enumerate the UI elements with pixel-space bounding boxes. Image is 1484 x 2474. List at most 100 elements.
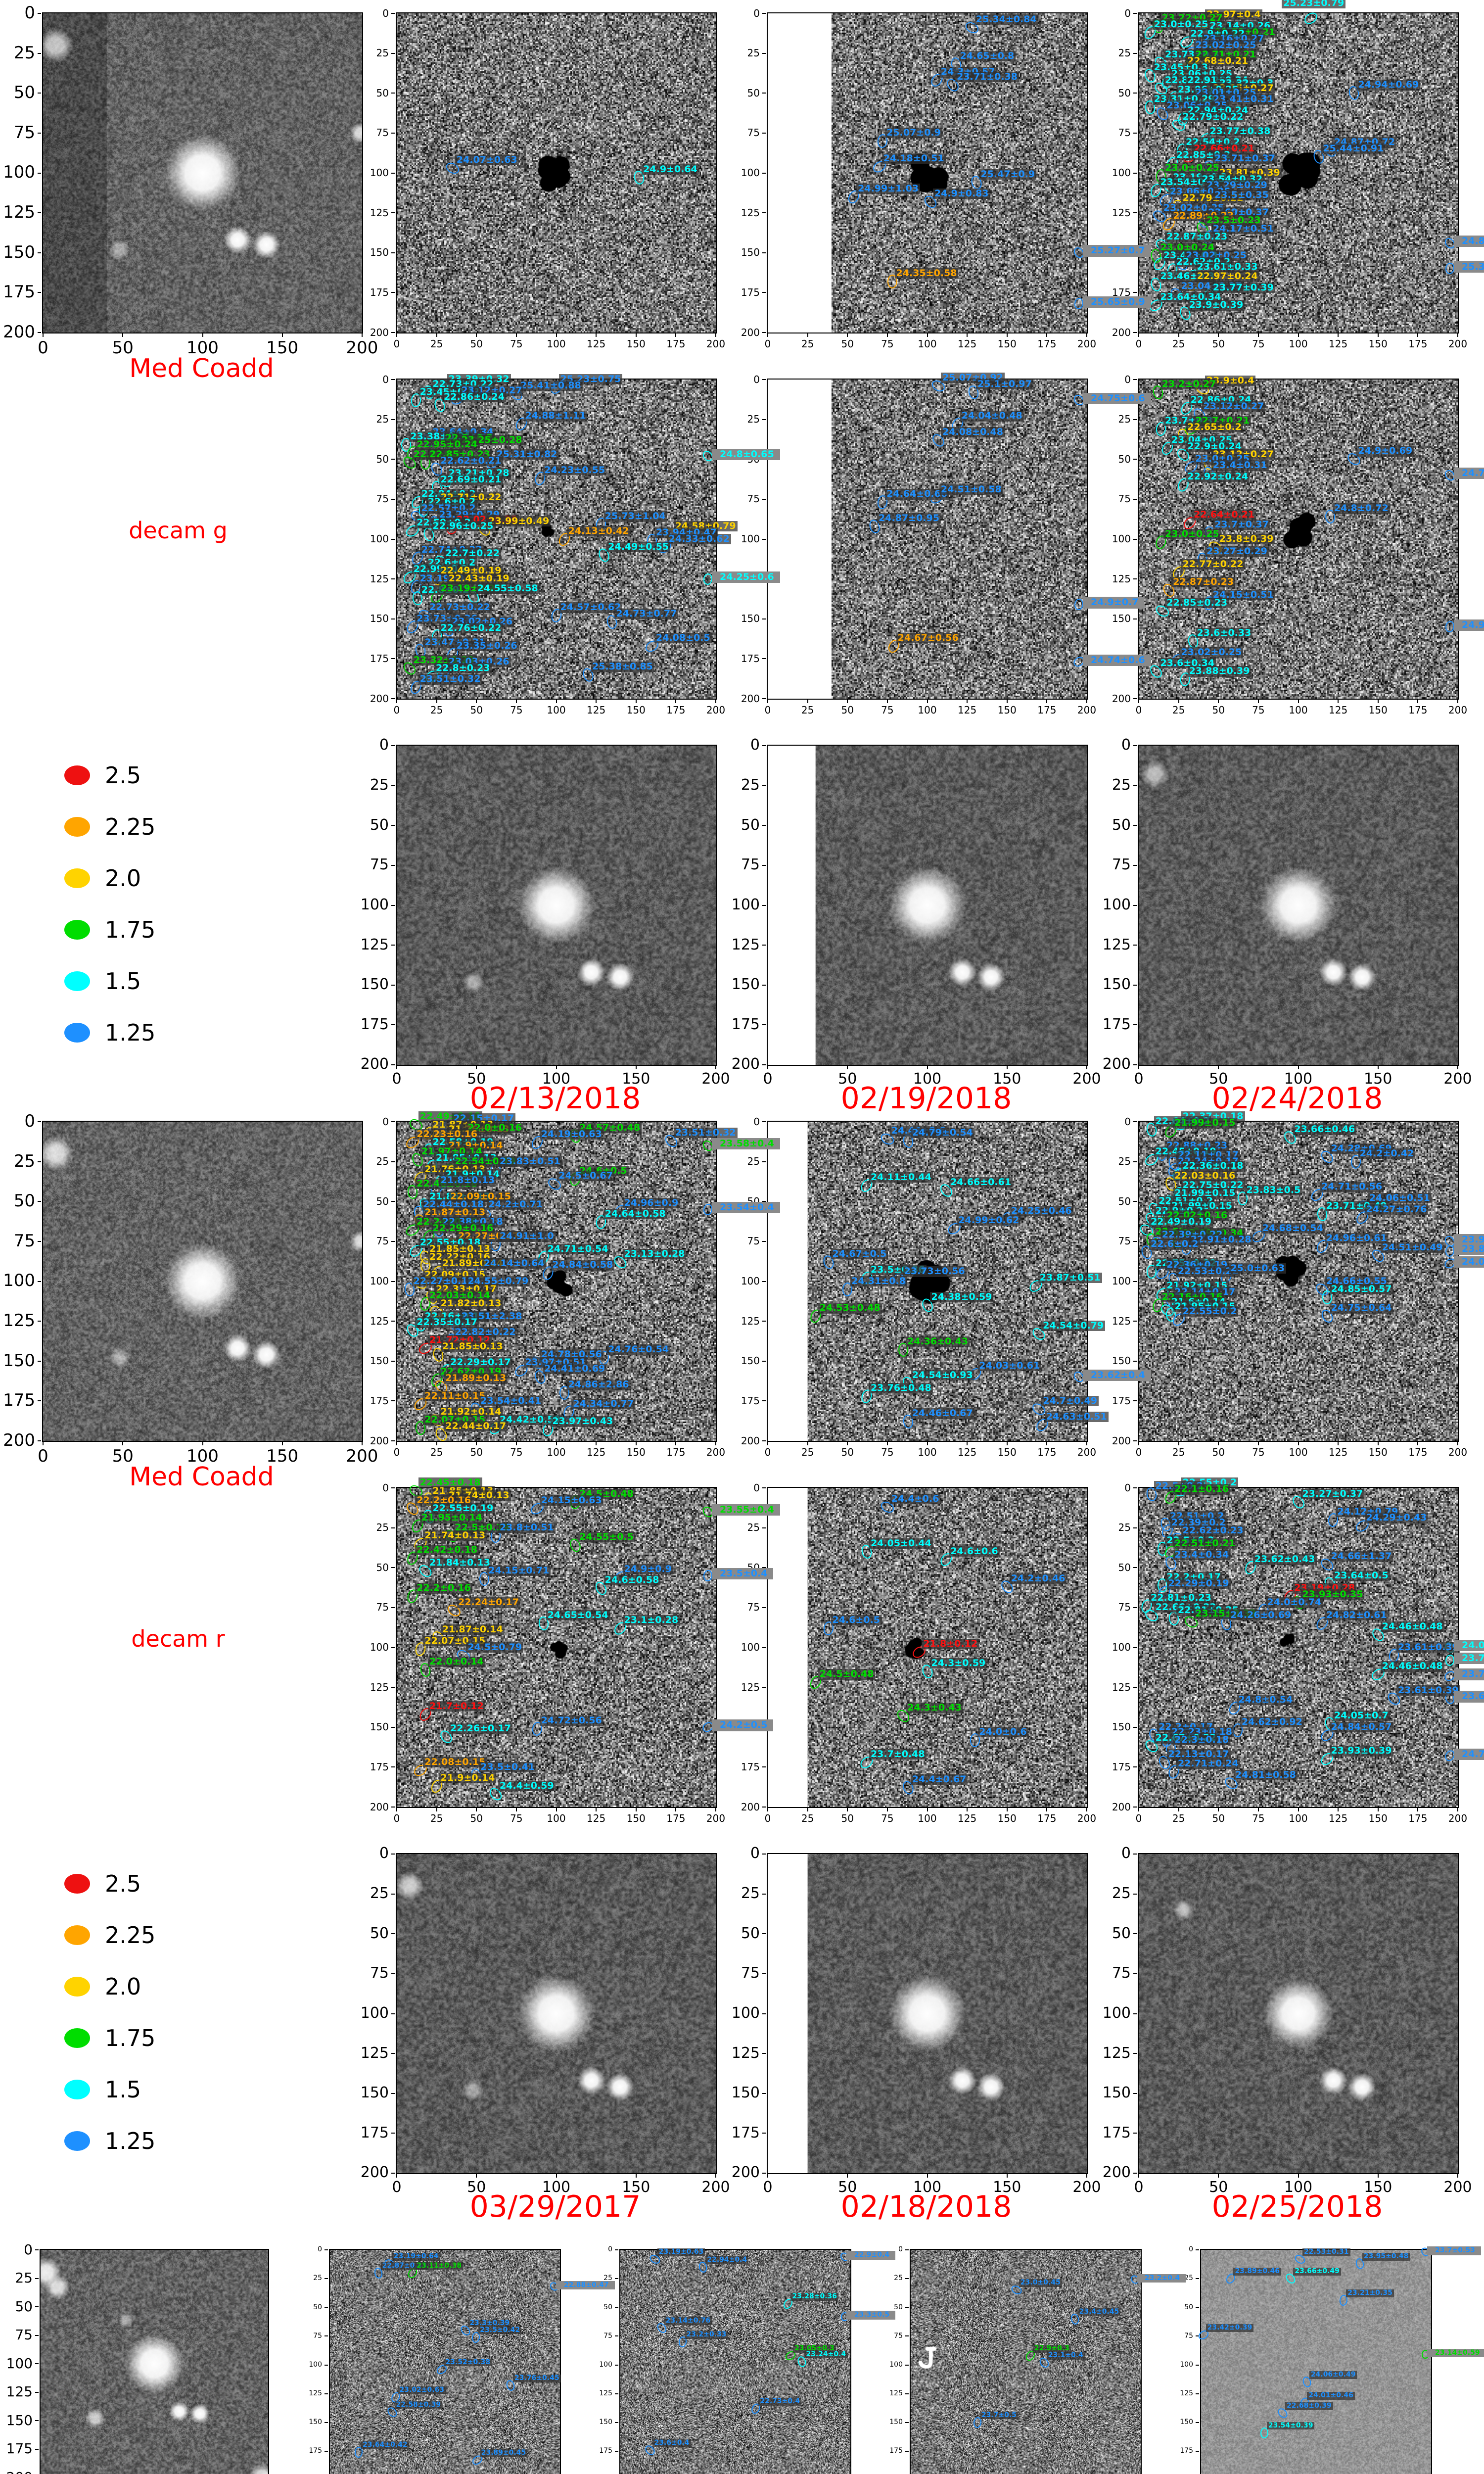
- magnitude-annotation: 23.66±0.46: [1293, 1124, 1357, 1135]
- y-tick-mark: [391, 1933, 395, 1935]
- y-tick-mark: [1133, 578, 1137, 580]
- x-tick-label: 200: [1443, 1070, 1472, 1088]
- y-tick-mark: [1133, 1726, 1137, 1728]
- y-tick-mark: [762, 1240, 766, 1242]
- x-tick-label: 0: [392, 1070, 402, 1088]
- magnitude-annotation: 22.27±0.16: [412, 1276, 476, 1286]
- y-tick-mark: [1196, 2307, 1199, 2308]
- magnitude-annotation: 22.29±0.17: [448, 1357, 512, 1368]
- edge-annotation: 24.95±0.8: [1454, 619, 1484, 631]
- y-tick-mark: [391, 1807, 395, 1808]
- y-tick-mark: [762, 2133, 766, 2134]
- magnitude-annotation: 21.9±0.14: [439, 1772, 497, 1784]
- panel-z-r1-c4: 0255075100125150175200025507510012515017…: [889, 2245, 1186, 2474]
- magnitude-annotation: 24.34±0.77: [571, 1398, 636, 1410]
- legend-item: 1.75: [64, 904, 155, 955]
- y-tick-mark: [1133, 1440, 1137, 1441]
- panel-r-r1-c2: 0 25 50 75 100 125 150 175 200 0 25 50 75 100 125 150 17…: [370, 1111, 780, 1458]
- x-tick-mark: [886, 1442, 888, 1445]
- y-tick-label: 25: [13, 1151, 35, 1171]
- magnitude-annotation: 24.91±1.0: [498, 1231, 556, 1242]
- magnitude-annotation: 24.82±0.61: [1324, 1610, 1389, 1621]
- magnitude-annotation: 22.81±0.23: [1149, 1592, 1213, 1603]
- magnitude-annotation: 25.73±1.04: [603, 511, 667, 522]
- y-tick-mark: [1133, 1766, 1137, 1768]
- x-tick-mark: [1257, 700, 1259, 703]
- y-tick-mark: [615, 2364, 618, 2366]
- x-tick-mark: [1086, 1066, 1087, 1069]
- x-tick-mark: [396, 1066, 397, 1069]
- x-tick-label: 100: [547, 1812, 566, 1824]
- legend-item: 2.25: [64, 1909, 155, 1961]
- y-tick-mark: [38, 93, 41, 94]
- y-tick-label: 200: [731, 2164, 760, 2182]
- y-tick-label: 25: [747, 413, 760, 426]
- y-tick-mark: [762, 658, 766, 660]
- y-tick-mark: [1133, 132, 1137, 134]
- magnitude-annotation: 23.27±0.29: [1205, 546, 1269, 557]
- x-tick-mark: [1298, 333, 1299, 337]
- magnitude-annotation: 21.89±0.13: [444, 1373, 508, 1384]
- y-tick-label: 125: [370, 572, 389, 585]
- y-tick-label: 150: [1102, 2084, 1131, 2102]
- x-tick-label: 50: [470, 1812, 483, 1824]
- y-tick-mark: [1133, 538, 1137, 540]
- magnitude-annotation: 23.66±0.49: [1293, 2267, 1341, 2276]
- x-tick-label: 0: [764, 1446, 771, 1458]
- y-tick-label: 200: [3, 1430, 35, 1450]
- edge-annotation: 23.14±0.59: [1427, 2348, 1484, 2358]
- x-tick-label: 50: [841, 338, 854, 350]
- y-tick-mark: [905, 2335, 909, 2337]
- magnitude-annotation: 22.8±0.23: [434, 663, 492, 674]
- magnitude-annotation: 24.14±0.64: [482, 1258, 546, 1269]
- y-tick-mark: [905, 2422, 909, 2423]
- legend-item: 1.75: [64, 2012, 155, 2064]
- y-tick-label: 125: [1112, 206, 1131, 219]
- magnitude-annotation: 23.73±0.56: [902, 1266, 967, 1277]
- magnitude-annotation: 22.5±0.19: [453, 1522, 511, 1533]
- y-tick-label: 25: [747, 1155, 760, 1168]
- magnitude-annotation: 24.41±0.69: [543, 1363, 607, 1375]
- y-tick-mark: [905, 2249, 909, 2250]
- magnitude-annotation: 23.3±0.39: [468, 2319, 511, 2328]
- x-tick-mark: [635, 1808, 637, 1811]
- date-label-g-2: 02/19/2018: [840, 1081, 1012, 1116]
- magnitude-annotation: 23.12±0.27: [1202, 401, 1266, 412]
- y-tick-label: 100: [731, 2004, 760, 2022]
- legend-dot: [64, 2131, 90, 2151]
- x-tick-label: 75: [881, 1812, 894, 1824]
- x-tick-label: 200: [706, 1446, 726, 1458]
- x-tick-label: 0: [1135, 1446, 1142, 1458]
- x-tick-mark: [1417, 1442, 1419, 1445]
- magnitude-annotation: 23.7±0.37: [1213, 519, 1270, 530]
- y-tick-mark: [1133, 864, 1137, 866]
- x-tick-mark: [1086, 700, 1087, 703]
- x-tick-mark: [886, 333, 888, 337]
- top-edge-annotation: 25.23±0.79: [1282, 0, 1346, 9]
- x-tick-label: 175: [666, 338, 686, 350]
- y-tick-mark: [391, 2053, 395, 2054]
- x-tick-mark: [807, 333, 808, 337]
- y-tick-label: 150: [360, 976, 389, 994]
- g-r1-c3-image: [767, 12, 1088, 333]
- y-tick-mark: [391, 212, 395, 214]
- edge-annotation: 25.27±0.7: [1083, 245, 1151, 257]
- y-tick-label: 100: [1112, 533, 1131, 545]
- magnitude-annotation: 23.64±0.42: [361, 2441, 409, 2449]
- x-tick-label: 75: [881, 704, 894, 716]
- y-tick-label: 50: [15, 2298, 33, 2315]
- y-tick-label: 0: [1124, 1481, 1131, 1494]
- y-tick-mark: [391, 945, 395, 946]
- magnitude-annotation: 21.92±0.14: [439, 1406, 503, 1418]
- y-tick-label: 200: [1112, 1801, 1131, 1813]
- panel-r-r3-c4: 0 50 100 150 200 0 25 50 75 100 125 150 175 200: [1103, 1845, 1472, 2196]
- y-tick-label: 200: [1102, 2164, 1131, 2182]
- edge-annotation: 25.65±0.9: [1083, 296, 1151, 308]
- y-tick-label: 200: [741, 1801, 760, 1813]
- legend-item: 2.5: [64, 750, 155, 801]
- y-tick-mark: [391, 172, 395, 174]
- magnitude-annotation: 22.9±0.24: [1186, 441, 1243, 452]
- y-tick-mark: [1133, 2013, 1137, 2014]
- magnitude-annotation: 24.11±0.44: [869, 1172, 933, 1183]
- x-tick-mark: [1218, 333, 1219, 337]
